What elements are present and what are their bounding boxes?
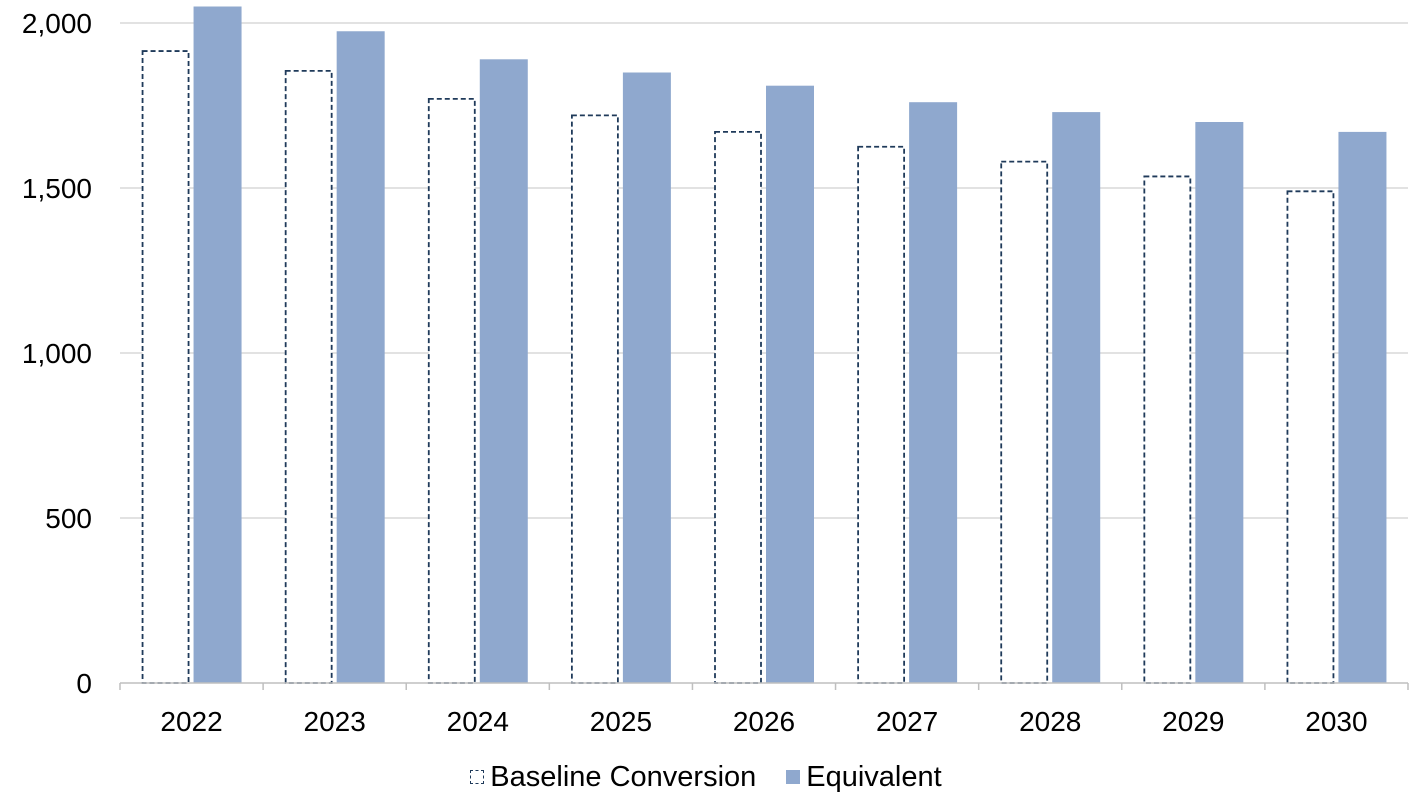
legend-label-baseline-conversion: Baseline Conversion [490,760,757,793]
y-tick-label: 1,500 [22,173,92,204]
bar-equivalent [336,31,385,683]
y-axis-tick-labels: 0 500 1,000 1,500 2,000 [22,8,92,699]
x-tick-label: 2024 [447,706,509,737]
bar-baseline-conversion [857,145,906,684]
x-tick-label: 2026 [733,706,795,737]
bar-baseline-conversion [1286,190,1335,684]
bar-equivalent [1338,131,1387,683]
y-tick-label: 2,000 [22,8,92,39]
bar-baseline-conversion [570,114,619,684]
legend-swatch-equivalent [786,770,801,784]
x-tick-label: 2030 [1305,706,1367,737]
bar-equivalent [193,6,242,683]
gridlines [120,22,1408,519]
x-tick-label: 2028 [1019,706,1081,737]
x-axis [119,682,1409,690]
y-tick-label: 0 [76,668,92,699]
bar-baseline-conversion [284,69,333,684]
bar-baseline-conversion [1000,160,1049,684]
x-tick-label: 2025 [590,706,652,737]
bar-baseline-conversion [714,130,762,684]
x-tick-label: 2027 [876,706,938,737]
x-tick-label: 2023 [304,706,366,737]
bar-equivalent [1195,122,1244,683]
bar-baseline-conversion [427,98,476,684]
legend-item-equivalent: Equivalent [786,760,942,794]
y-tick-label: 500 [45,503,92,534]
x-axis-tick-labels: 2022 2023 2024 2025 2026 2027 2028 2029 2030 [160,706,1367,737]
bar-equivalent [1052,112,1101,684]
bars [141,6,1387,684]
bar-equivalent [622,72,671,683]
bar-baseline-conversion [1143,175,1192,684]
legend-item-baseline-conversion: Baseline Conversion [470,761,756,794]
legend-label-equivalent: Equivalent [806,760,942,793]
x-tick-label: 2022 [160,706,222,737]
bar-chart: 0 500 1,000 1,500 2,000 2022 2023 2024 2025 2026… [22,6,1409,737]
x-tick-label: 2029 [1162,706,1224,737]
legend-swatch-baseline-conversion [470,770,485,784]
bar-equivalent [479,59,528,684]
y-tick-label: 1,000 [22,338,92,369]
legend: Baseline Conversion Equivalent [0,760,1412,794]
bar-equivalent [766,85,814,683]
bar-equivalent [909,102,958,683]
bar-baseline-conversion [141,50,190,684]
